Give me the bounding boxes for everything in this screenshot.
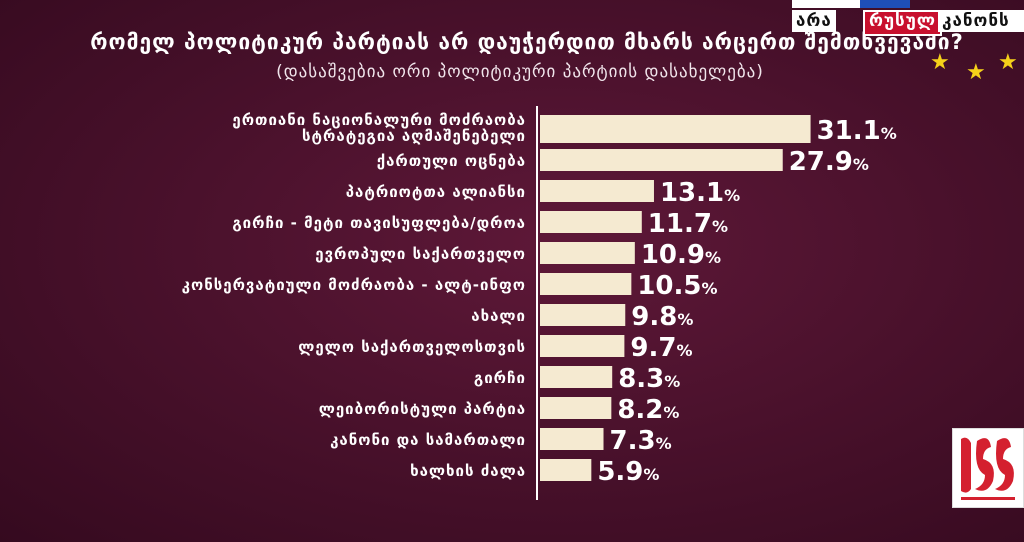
category-label: პატრიოტთა ალიანსი bbox=[346, 183, 526, 201]
bar bbox=[540, 180, 654, 202]
category-label: ევროპული საქართველო bbox=[315, 245, 526, 263]
category-label: გირჩი - მეტი თავისუფლება/დროა bbox=[232, 214, 526, 232]
category-label: ხალხის ძალა bbox=[410, 462, 526, 480]
bar bbox=[540, 242, 635, 264]
bar bbox=[540, 115, 811, 143]
tag-ara: არა bbox=[792, 10, 836, 32]
value-label: 8.2% bbox=[617, 395, 679, 425]
bar bbox=[540, 428, 604, 450]
tag-kanons: კანონს bbox=[938, 10, 1024, 32]
value-label: 9.8% bbox=[631, 302, 693, 332]
eu-star-icon: ★ bbox=[998, 50, 1018, 75]
value-label: 8.3% bbox=[618, 364, 680, 394]
bar bbox=[540, 304, 626, 326]
category-label: კონსერვატიული მოძრაობა - ალტ-ინფო bbox=[182, 276, 526, 294]
category-label: ლეიბორისტული პარტია bbox=[319, 400, 526, 418]
value-label: 10.9% bbox=[641, 240, 721, 270]
category-label: გირჩი bbox=[474, 369, 526, 387]
bar bbox=[540, 211, 642, 233]
category-label: სტრატეგია აღმაშენებელი bbox=[302, 127, 526, 145]
tag-rusul: რუსულ bbox=[863, 10, 943, 36]
bar bbox=[540, 459, 592, 481]
category-label: ახალი bbox=[471, 307, 526, 325]
bar bbox=[540, 397, 612, 419]
tag-strip bbox=[792, 0, 904, 8]
isss-logo-icon bbox=[952, 428, 1024, 508]
value-label: 11.7% bbox=[648, 209, 728, 239]
value-label: 9.7% bbox=[630, 333, 692, 363]
category-label: კანონი და სამართალი bbox=[330, 431, 526, 449]
value-label: 10.5% bbox=[637, 271, 717, 301]
category-label: ერთიანი ნაციონალური მოძრაობა bbox=[232, 111, 526, 129]
value-label: 13.1% bbox=[660, 178, 740, 208]
category-label: ლელო საქართველოსთვის bbox=[298, 338, 526, 356]
bar bbox=[540, 273, 632, 295]
value-label: 5.9% bbox=[597, 457, 659, 487]
chart-subtitle: (დასაშვებია ორი პოლიტიკური პარტიის დასახ… bbox=[276, 62, 764, 82]
bar bbox=[540, 335, 625, 357]
category-label: ქართული ოცნება bbox=[377, 152, 526, 170]
value-label: 7.3% bbox=[610, 426, 672, 456]
tag-strip-blue bbox=[860, 0, 910, 8]
bar bbox=[540, 366, 613, 388]
bar bbox=[540, 149, 783, 171]
value-label: 27.9% bbox=[789, 147, 869, 177]
value-label: 31.1% bbox=[817, 116, 897, 146]
chart-title: რომელ პოლიტიკურ პარტიას არ დაუჭერდით მხა… bbox=[90, 30, 964, 54]
eu-star-icon: ★ bbox=[930, 50, 950, 75]
eu-star-icon: ★ bbox=[966, 60, 986, 85]
